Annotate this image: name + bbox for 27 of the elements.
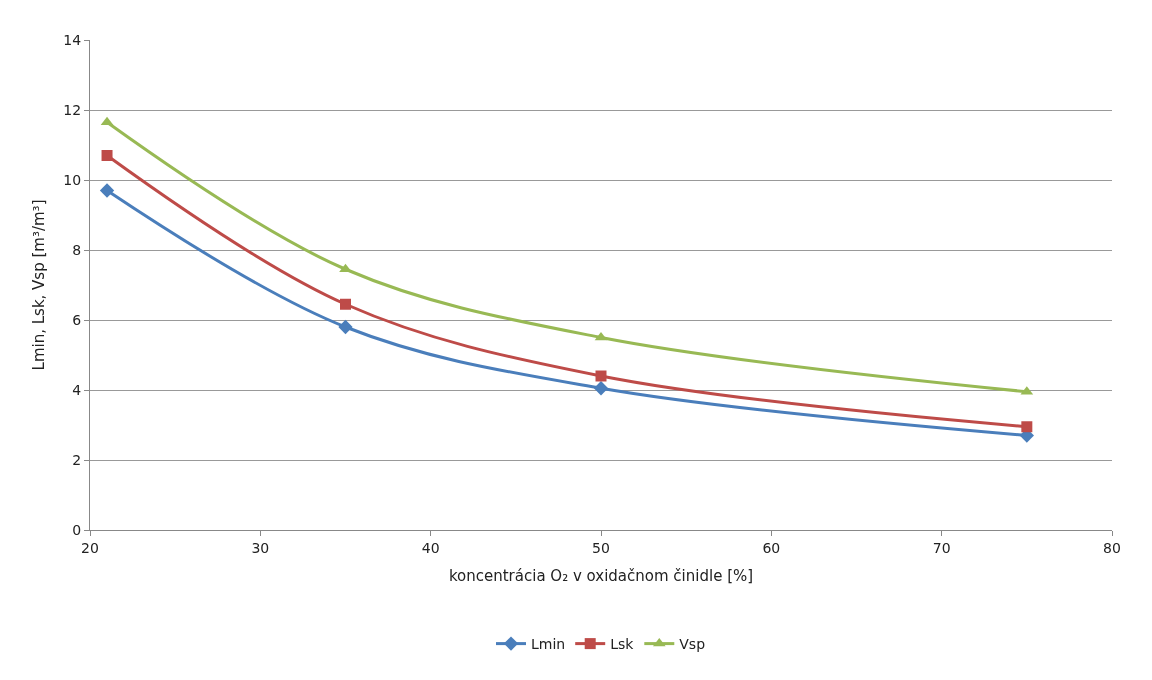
y-tick-label: 6 bbox=[72, 311, 82, 328]
x-tick-label: 80 bbox=[1103, 539, 1121, 556]
x-tick-label: 40 bbox=[421, 539, 440, 556]
legend-label: Vsp bbox=[679, 636, 706, 653]
x-tick-label: 50 bbox=[592, 539, 610, 556]
point bbox=[1021, 421, 1033, 433]
y-tick-label: 12 bbox=[63, 101, 82, 118]
x-tick-label: 60 bbox=[762, 539, 781, 556]
x-axis-title: koncentrácia O₂ v oxidačnom činidle [%] bbox=[448, 566, 754, 585]
y-axis-title: Lmin, Lsk, Vsp [m³/m³] bbox=[29, 199, 48, 371]
y-tick-label: 10 bbox=[63, 171, 82, 188]
x-tick-label: 20 bbox=[81, 539, 99, 556]
y-tick-label: 0 bbox=[72, 521, 82, 538]
x-tick-label: 30 bbox=[251, 539, 270, 556]
y-tick-label: 14 bbox=[63, 31, 82, 48]
y-tick-label: 4 bbox=[72, 381, 82, 398]
point bbox=[338, 319, 353, 335]
point bbox=[99, 183, 115, 198]
point bbox=[101, 150, 113, 161]
point bbox=[340, 298, 351, 310]
legend-label: Lsk bbox=[610, 636, 635, 653]
y-tick-label: 8 bbox=[72, 241, 82, 258]
legend-label: Lmin bbox=[531, 636, 566, 653]
y-tick-label: 2 bbox=[72, 451, 82, 468]
point bbox=[595, 370, 607, 382]
x-tick-label: 70 bbox=[932, 539, 951, 556]
point bbox=[593, 381, 609, 396]
